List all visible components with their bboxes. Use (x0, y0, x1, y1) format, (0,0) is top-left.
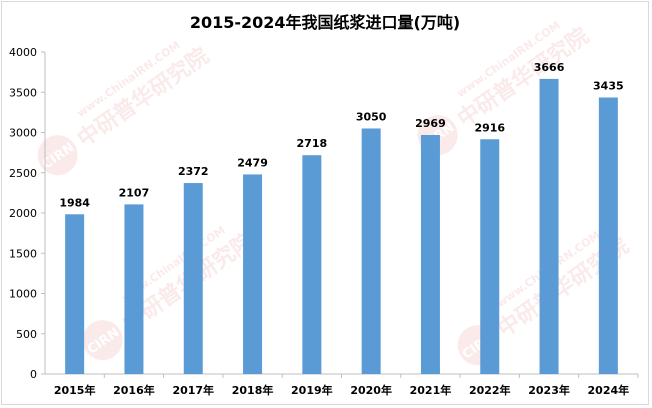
x-tick-label: 2024年 (588, 383, 630, 397)
y-tick-label: 3000 (9, 127, 37, 140)
bar-2023年 (539, 78, 559, 375)
bar-2020年 (361, 128, 381, 374)
y-tick-label: 0 (30, 368, 37, 381)
data-label: 3435 (593, 79, 624, 92)
bar-2022年 (480, 139, 500, 374)
axes: 0 500 1000 1500 2000 2500 3000 3500 4000 (9, 46, 639, 381)
watermark-logo-icon (82, 320, 123, 361)
bar-2018年 (243, 174, 263, 374)
data-label: 1984 (59, 196, 90, 209)
y-tick-label: 1000 (9, 288, 37, 301)
y-tick-label: 2000 (9, 207, 37, 220)
x-tick-label: 2020年 (350, 383, 392, 397)
watermark-logo-icon (37, 135, 78, 176)
data-label: 2969 (415, 117, 446, 130)
data-label: 3050 (356, 110, 387, 123)
data-label: 2107 (119, 186, 150, 199)
y-tick-label: 500 (16, 328, 37, 341)
x-tick-label: 2022年 (469, 383, 511, 397)
data-label: 2372 (178, 165, 209, 178)
chart-title: 2015-2024年我国纸浆进口量(万吨) (190, 13, 460, 32)
bar-2019年 (302, 155, 322, 374)
data-label: 3666 (534, 61, 565, 74)
bar-2016年 (124, 204, 144, 374)
bar-2017年 (183, 183, 203, 374)
data-label: 2718 (297, 137, 328, 150)
x-tick-label: 2015年 (54, 383, 96, 397)
y-tick-label: 4000 (9, 46, 37, 59)
x-tick-label: 2023年 (528, 383, 570, 397)
bar-2021年 (420, 134, 440, 374)
y-tick-label: 3500 (9, 86, 37, 99)
y-tick-label: 1500 (9, 247, 37, 260)
x-tick-label: 2021年 (410, 383, 452, 397)
bar-2015年 (65, 214, 85, 374)
y-tick-label: 2500 (9, 167, 37, 180)
data-labels: 1984 2015年 2107 2016年 2372 2017年 2479 2018年 2718… (54, 61, 629, 397)
data-label: 2916 (474, 121, 505, 134)
x-tick-label: 2019年 (291, 383, 333, 397)
bar-2024年 (598, 97, 618, 375)
x-tick-label: 2016年 (113, 383, 155, 397)
bars (65, 78, 618, 375)
x-tick-label: 2018年 (232, 383, 274, 397)
data-label: 2479 (237, 156, 268, 169)
x-tick-label: 2017年 (172, 383, 214, 397)
